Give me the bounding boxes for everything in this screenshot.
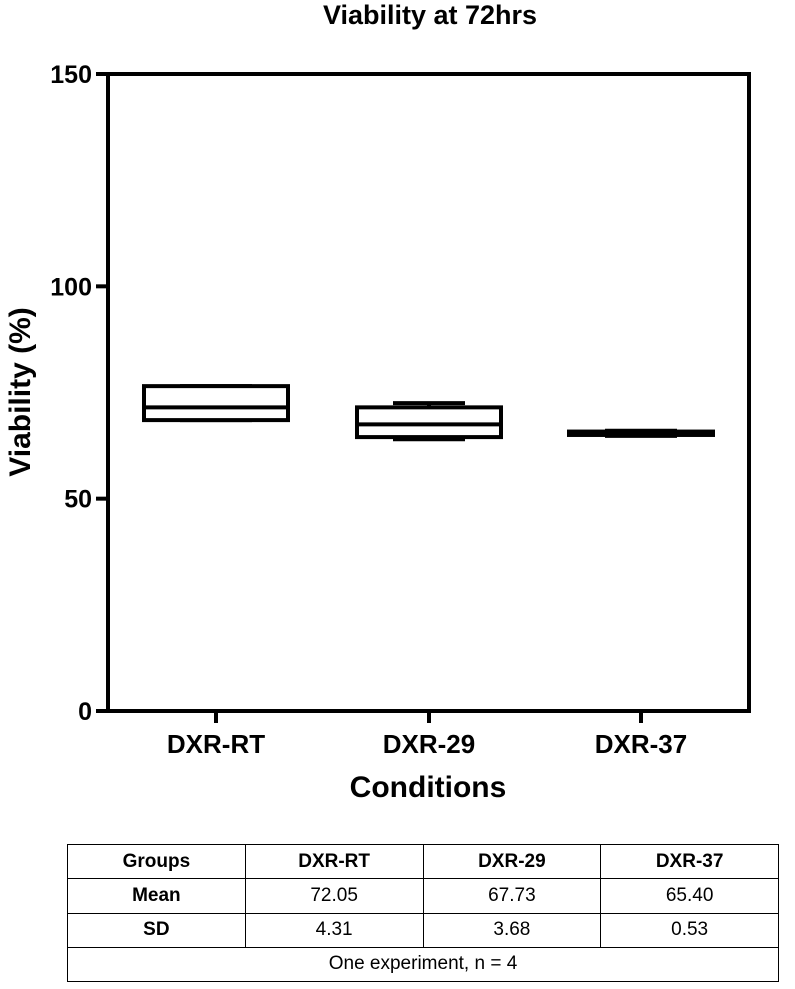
box-iqr xyxy=(355,405,503,440)
table-row-label: Mean xyxy=(67,878,246,914)
x-tick-label: DXR-37 xyxy=(595,729,687,759)
y-axis-title: Viability (%) xyxy=(4,307,37,476)
table-row-label: SD xyxy=(67,912,246,948)
table-cell: 67.73 xyxy=(422,878,602,914)
y-tick-label: 50 xyxy=(64,486,92,514)
table-cell: 65.40 xyxy=(600,878,779,914)
box-iqr xyxy=(142,384,290,423)
table-header-cell: DXR-37 xyxy=(600,843,779,880)
chart-title: Viability at 72hrs xyxy=(323,0,537,30)
summary-table: Groups DXR-RT DXR-29 DXR-37 Mean 72.05 6… xyxy=(67,843,779,983)
table-cell: 0.53 xyxy=(600,912,779,948)
table-row-sd: SD 4.31 3.68 0.53 xyxy=(67,912,779,948)
table-row-mean: Mean 72.05 67.73 65.40 xyxy=(67,878,779,914)
table-header-cell: DXR-RT xyxy=(244,843,424,880)
box-dxr-rt xyxy=(142,384,290,423)
box-plot-chart: Viability at 72hrs 0 50 100 150 DXR-RT DXR-2… xyxy=(4,0,751,804)
table-cell: 72.05 xyxy=(244,878,424,914)
y-tick-label: 0 xyxy=(78,698,92,726)
table-cell: 4.31 xyxy=(244,912,424,948)
table-header-cell: Groups xyxy=(67,843,246,880)
table-note-row: One experiment, n = 4 xyxy=(67,946,779,983)
y-tick-label: 150 xyxy=(50,61,92,89)
box-dxr-37 xyxy=(567,428,715,438)
table-cell: 3.68 xyxy=(422,912,602,948)
y-tick-label: 100 xyxy=(50,273,92,301)
table-header-cell: DXR-29 xyxy=(422,843,602,880)
x-axis-title: Conditions xyxy=(350,771,507,804)
x-tick-label: DXR-RT xyxy=(167,729,265,759)
table-note: One experiment, n = 4 xyxy=(67,946,779,983)
x-axis: DXR-RT DXR-29 DXR-37 xyxy=(167,711,687,759)
y-axis: 0 50 100 150 xyxy=(50,61,108,726)
table-header-row: Groups DXR-RT DXR-29 DXR-37 xyxy=(67,843,779,880)
box-series xyxy=(142,384,715,442)
x-tick-label: DXR-29 xyxy=(383,729,475,759)
box-dxr-29 xyxy=(355,401,503,442)
